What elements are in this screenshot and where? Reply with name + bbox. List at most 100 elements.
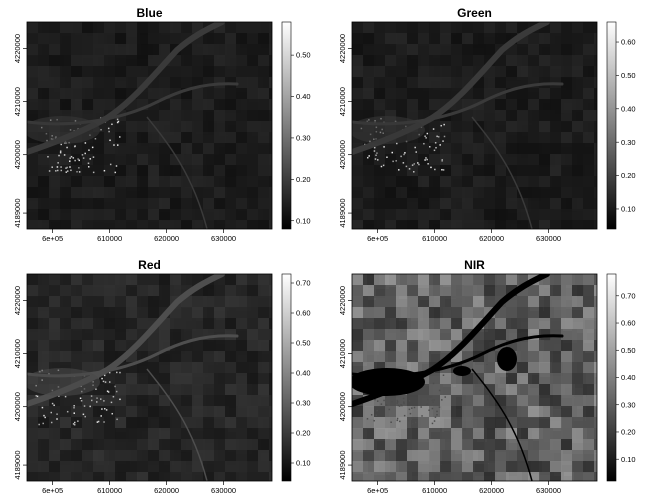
raster-cell (247, 450, 261, 462)
raster-cell (407, 439, 418, 450)
raster-cell (126, 77, 137, 92)
urban-pixel (73, 421, 76, 424)
raster-cell (192, 351, 203, 362)
raster-cell (236, 362, 249, 376)
raster-cell (126, 33, 140, 44)
urban-pixel (108, 130, 110, 133)
raster-cell (192, 143, 206, 154)
raster-cell (203, 165, 215, 178)
raster-cell (484, 110, 495, 121)
raster-cell (517, 318, 528, 332)
raster-cell (236, 461, 248, 473)
raster-cell (407, 110, 423, 121)
raster-cell (451, 143, 464, 157)
raster-cell (418, 406, 433, 417)
x-tick-label: 6e+05 (367, 234, 388, 243)
raster-cell (159, 362, 173, 373)
raster-cell (38, 176, 51, 187)
raster-cell (451, 351, 462, 362)
raster-cell (429, 340, 441, 354)
raster-cell (572, 417, 585, 430)
urban-pixel (430, 166, 432, 169)
raster-cell (440, 329, 453, 341)
raster-cell (137, 220, 153, 229)
raster-cell (258, 285, 272, 298)
raster-cell (495, 220, 511, 229)
raster-cell (115, 329, 126, 340)
raster-cell (583, 121, 594, 132)
raster-cell (440, 307, 452, 321)
raster-cell (126, 99, 137, 113)
raster-cell (572, 274, 583, 286)
urban-pixel (111, 412, 114, 415)
urban-pixel (368, 155, 370, 157)
urban-pixel (442, 169, 445, 171)
raster-cell (396, 187, 409, 198)
raster-cell (38, 77, 54, 88)
raster-cell (104, 99, 116, 113)
raster-cell (363, 22, 375, 33)
raster-cell (396, 22, 408, 36)
raster-cell (203, 154, 214, 165)
raster-cell (473, 472, 484, 481)
urban-pixel (116, 418, 118, 421)
raster-cell (115, 340, 127, 353)
raster-cell (594, 132, 597, 146)
raster-cell (583, 461, 597, 473)
raster-cell (462, 384, 475, 396)
raster-cell (418, 362, 430, 373)
raster-cell (506, 450, 518, 461)
raster-cell (583, 307, 597, 320)
raster-cell (170, 22, 183, 33)
raster-cell (170, 417, 184, 431)
urban-pixel (370, 414, 373, 416)
urban-pixel (87, 166, 90, 168)
raster-cell (269, 187, 272, 198)
raster-cell (27, 340, 40, 352)
raster-cell (517, 55, 528, 67)
raster-cell (104, 220, 118, 229)
raster-cell (550, 143, 561, 155)
raster-cell (104, 472, 118, 481)
raster-cell (49, 143, 62, 156)
raster-cell (258, 340, 269, 354)
colorbar-tick-label: 0.10 (621, 455, 636, 464)
raster-cell (258, 417, 271, 430)
urban-pixel (96, 401, 98, 403)
raster-cell (594, 340, 597, 355)
urban-pixel (104, 381, 107, 383)
raster-cell (495, 121, 506, 135)
raster-cell (451, 450, 465, 464)
raster-cell (115, 428, 129, 442)
raster-cell (583, 110, 596, 123)
raster-cell (583, 406, 595, 417)
raster-cell (38, 318, 50, 332)
raster-cell (583, 373, 595, 386)
raster-cell (236, 143, 249, 157)
panel-title: Green (457, 6, 492, 20)
urban-pixel (114, 171, 117, 174)
raster-cell (115, 220, 126, 229)
raster-cell (539, 55, 551, 67)
raster-cell (594, 121, 597, 134)
raster-cell (247, 33, 260, 47)
raster-cell (269, 143, 272, 154)
raster-cell (104, 296, 115, 311)
raster-cell (269, 55, 272, 69)
urban-pixel (431, 399, 434, 402)
urban-pixel (433, 420, 436, 422)
raster-cell (528, 417, 539, 431)
raster-cell (126, 121, 137, 132)
raster-cell (203, 187, 215, 200)
raster-cell (462, 296, 478, 307)
colorbar-tick-label: 0.50 (296, 51, 311, 60)
raster-cell (27, 417, 39, 429)
raster-cell (225, 66, 239, 77)
raster-cell (93, 110, 104, 122)
raster-cell (418, 99, 429, 113)
river-channel (146, 368, 208, 481)
raster-cell (506, 187, 519, 201)
urban-pixel (119, 398, 121, 401)
raster-cell (561, 384, 575, 398)
urban-pixel (100, 415, 102, 417)
